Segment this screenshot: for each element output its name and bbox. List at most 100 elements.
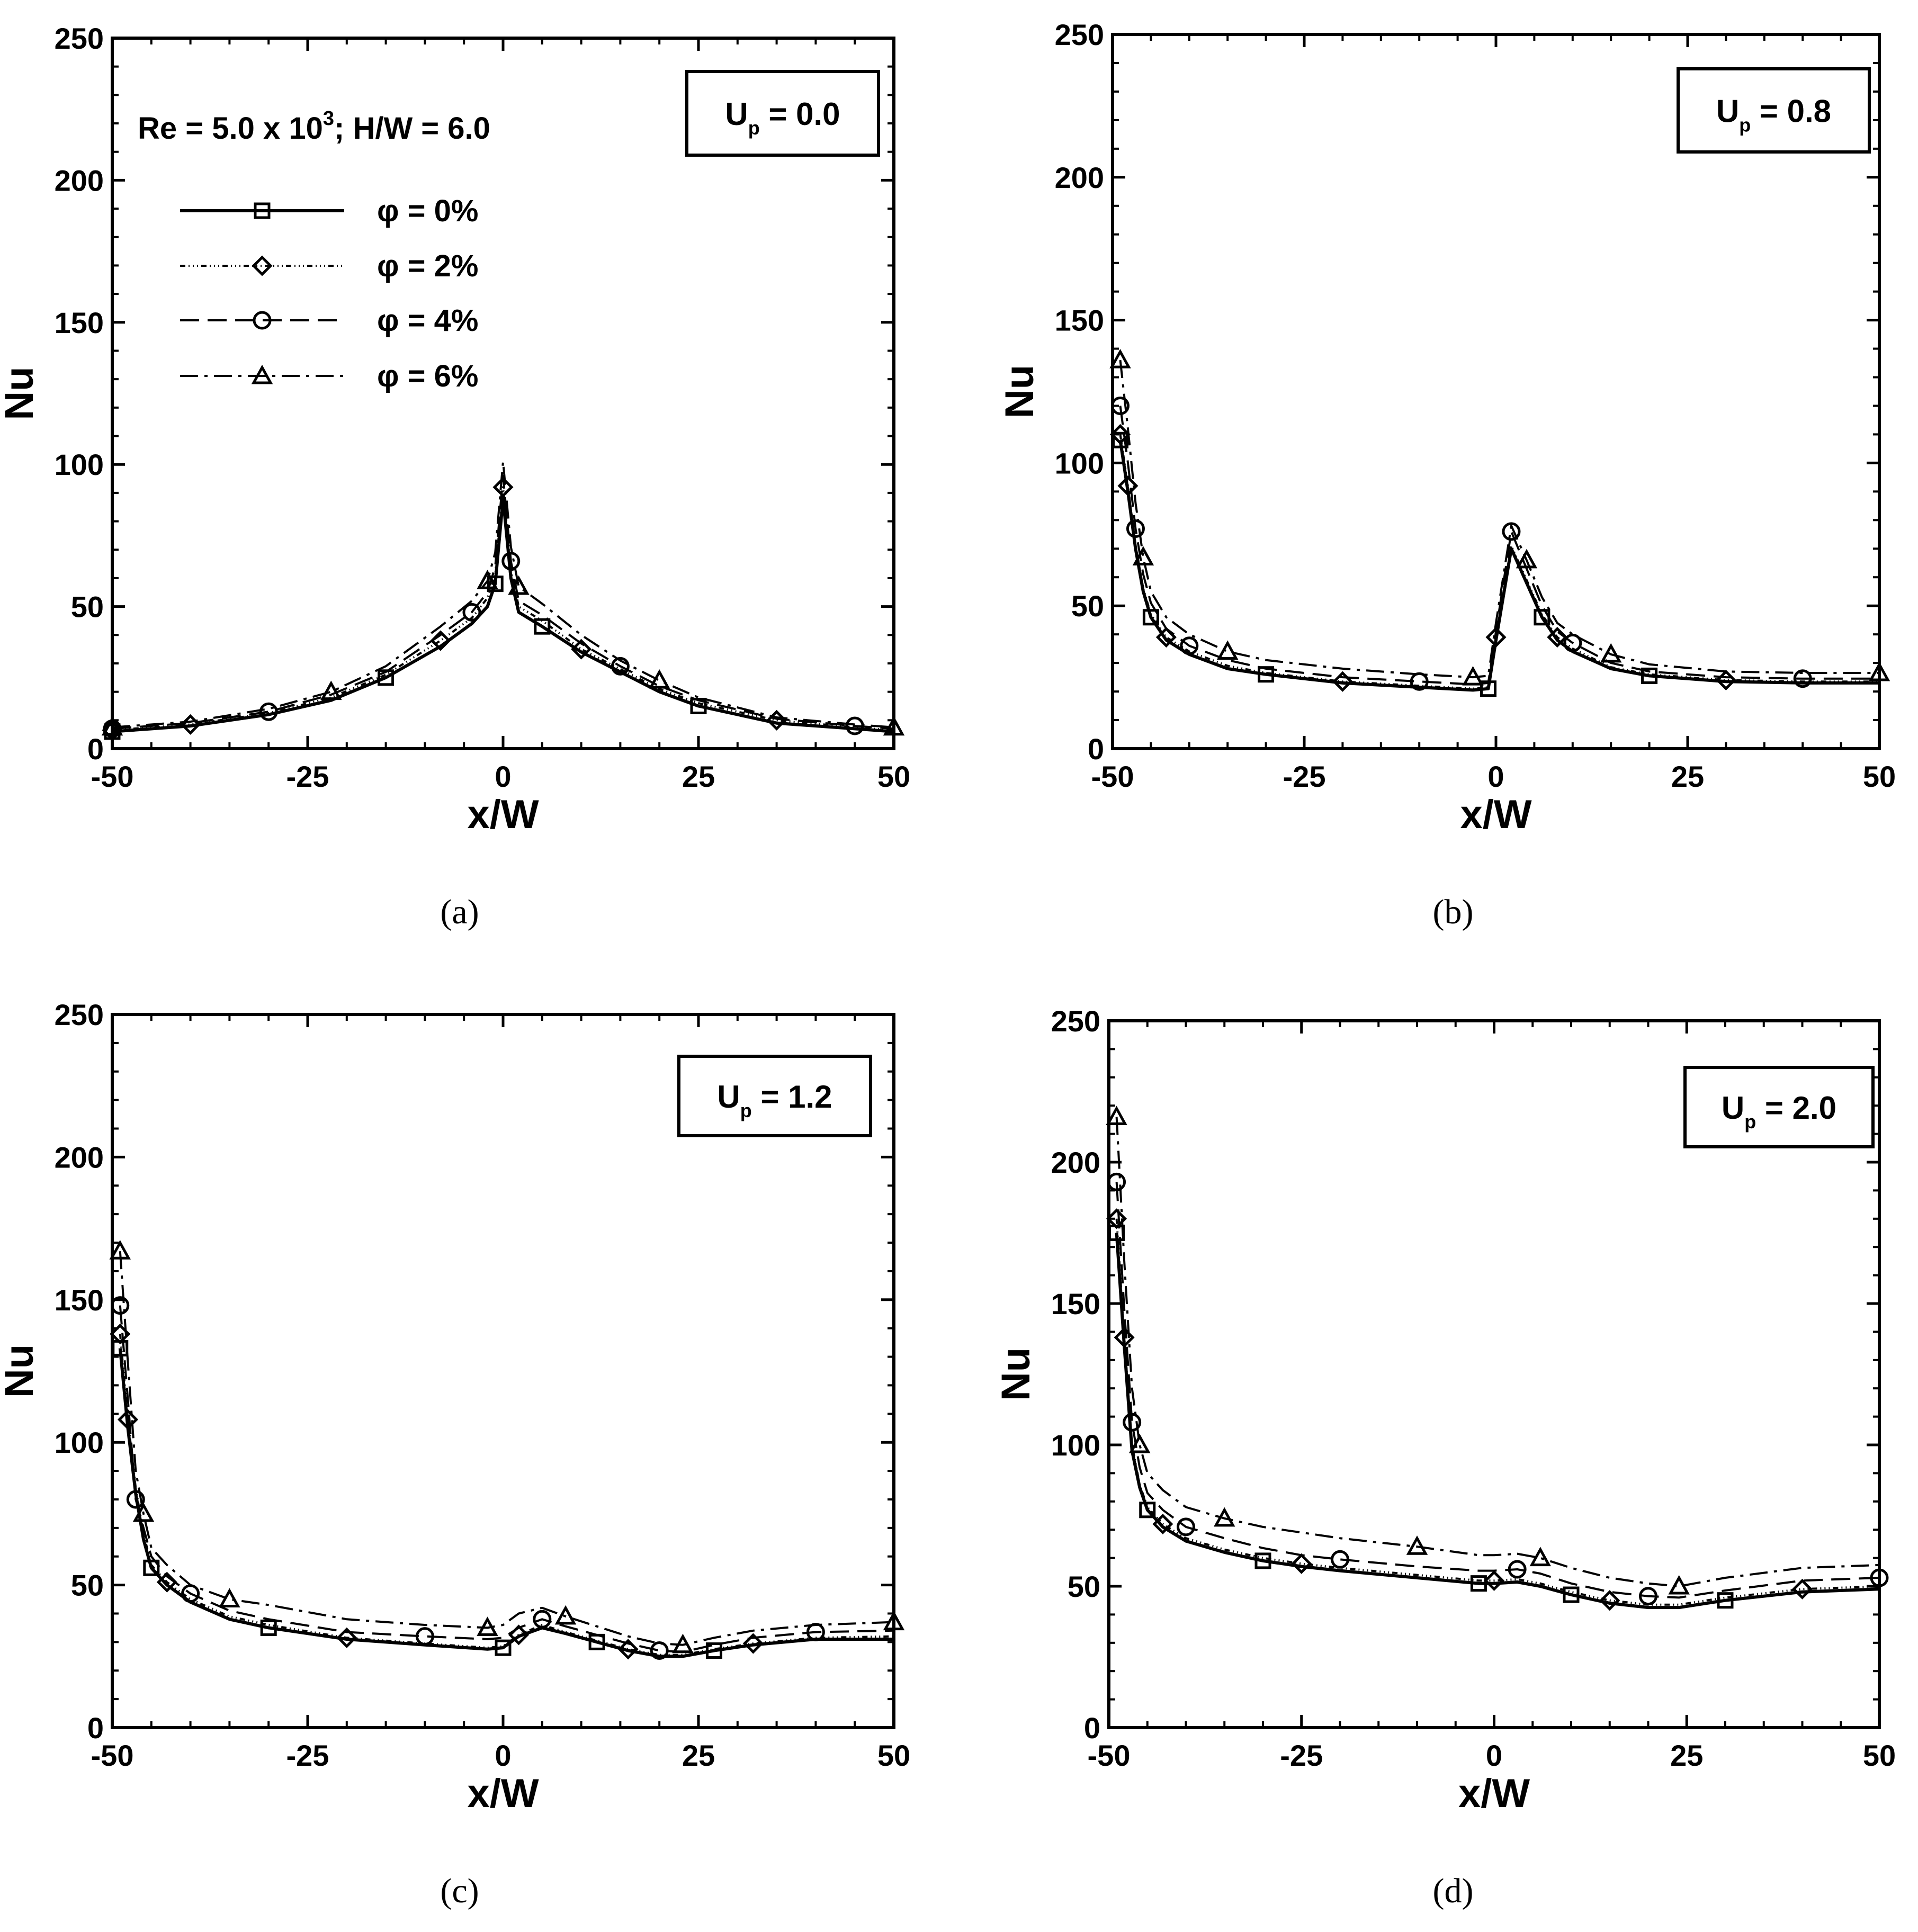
series-line-circle <box>119 1305 894 1654</box>
y-axis-label: Nu <box>997 365 1042 418</box>
data-point-circle <box>462 603 481 622</box>
param-subscript: p <box>1744 1111 1756 1133</box>
data-point-triangle <box>477 570 498 589</box>
y-axis-label: Nu <box>0 1344 42 1398</box>
x-tick-label: 25 <box>682 760 715 793</box>
x-axis-label: x/W <box>1458 1771 1530 1816</box>
legend-label: φ = 6% <box>377 359 478 393</box>
data-point-square <box>260 1619 277 1636</box>
data-point-diamond <box>1152 1513 1173 1535</box>
parameter-label: Up = 0.8 <box>1716 94 1831 136</box>
data-point-square <box>1470 1575 1487 1592</box>
x-axis-label: x/W <box>467 792 539 837</box>
data-point-square <box>1139 1502 1156 1518</box>
x-tick-label: 50 <box>1863 760 1896 793</box>
annotation-superscript: 3 <box>323 107 334 130</box>
y-tick-label: 150 <box>55 306 104 339</box>
legend-label: φ = 0% <box>377 194 478 228</box>
data-point-triangle <box>1128 1433 1151 1453</box>
data-point-square <box>1254 1552 1271 1569</box>
data-point-circle <box>111 1296 130 1315</box>
data-point-diamond <box>571 639 592 660</box>
y-tick-label: 250 <box>1055 18 1104 51</box>
param-value: = 0.8 <box>1751 94 1831 129</box>
data-point-triangle <box>1868 661 1890 681</box>
parameter-annotation: Re = 5.0 x 103; H/W = 6.0 <box>138 107 490 146</box>
param-value: = 2.0 <box>1756 1090 1836 1126</box>
data-point-circle <box>533 1610 552 1629</box>
data-point-triangle <box>1216 640 1239 660</box>
data-point-triangle <box>1600 643 1622 663</box>
chart-panel-2: -50 -25 0 25 50 0 50 100 150 200 250 x/W Nu Up = 0.8 <box>997 18 1896 837</box>
data-point-circle <box>259 702 278 721</box>
parameter-box <box>677 1055 872 1137</box>
chart-panel-3: -50 -25 0 25 50 0 50 100 150 200 250 x/W Nu Up = 1.2 <box>0 998 910 1816</box>
x-tick-label: 25 <box>1670 1739 1703 1772</box>
data-point-diamond <box>1109 424 1131 445</box>
y-tick-label: 0 <box>87 732 104 766</box>
y-tick-label: 200 <box>55 1140 104 1174</box>
y-tick-label: 50 <box>71 590 104 624</box>
data-point-triangle <box>1668 1575 1690 1595</box>
data-point-circle <box>1107 1172 1126 1191</box>
y-tick-label: 150 <box>1055 304 1104 337</box>
data-point-triangle <box>132 1502 155 1522</box>
data-point-diamond <box>1114 1327 1135 1348</box>
series-line-diamond <box>1115 1218 1880 1606</box>
legend: φ = 0% φ = 2% φ = 4% φ = 6% <box>180 194 478 393</box>
parameter-label: Up = 1.2 <box>717 1079 832 1121</box>
x-tick-label: 25 <box>1671 760 1704 793</box>
data-point-triangle <box>1214 1507 1235 1527</box>
series-line-square <box>118 1348 894 1658</box>
param-value: = 0.0 <box>760 96 840 132</box>
panel-caption: (a) <box>440 893 479 931</box>
data-point-diamond <box>1106 1208 1127 1229</box>
data-point-triangle <box>883 716 905 736</box>
data-point-square <box>1563 1586 1580 1603</box>
data-point-triangle <box>1132 546 1154 565</box>
x-tick-label: -50 <box>1091 760 1134 793</box>
data-point-circle <box>611 657 630 676</box>
series-line-diamond <box>1119 434 1879 690</box>
data-point-triangle <box>109 1240 131 1260</box>
x-tick-label: -25 <box>286 1739 329 1772</box>
data-point-diamond <box>336 1627 357 1648</box>
param-symbol: U <box>1722 1090 1744 1126</box>
chart-panel-4: -50 -25 0 25 50 0 50 100 150 200 250 x/W Nu Up = 2.0 <box>993 1004 1896 1816</box>
annotation-rest: ; H/W = 6.0 <box>334 111 490 146</box>
x-tick-label: -50 <box>91 760 134 793</box>
param-symbol: U <box>717 1079 740 1115</box>
data-point-diamond <box>1599 1590 1620 1611</box>
data-point-diamond <box>1485 627 1507 648</box>
series-line-circle <box>1115 1182 1880 1599</box>
legend-marker-triangle <box>251 364 273 384</box>
panel-caption: (b) <box>1433 893 1474 931</box>
x-tick-label: 0 <box>495 760 511 793</box>
data-point-diamond <box>1291 1553 1312 1574</box>
data-point-diamond <box>1117 475 1139 497</box>
x-tick-label: -25 <box>286 760 329 793</box>
series-line-circle <box>112 474 894 730</box>
param-subscript: p <box>1739 114 1751 136</box>
param-subscript: p <box>748 117 760 139</box>
data-point-circle <box>1793 669 1812 688</box>
parameter-box <box>1677 67 1871 154</box>
data-point-circle <box>415 1627 434 1646</box>
data-point-circle <box>1410 672 1429 691</box>
data-point-triangle <box>508 575 530 595</box>
series-line-triangle <box>119 1251 894 1646</box>
data-point-circle <box>1110 396 1130 415</box>
data-point-circle <box>1177 1517 1195 1536</box>
parameter-label: Up = 0.0 <box>725 96 840 139</box>
y-tick-label: 50 <box>1071 589 1104 623</box>
data-point-diamond <box>1791 1578 1813 1599</box>
panel-caption: (d) <box>1433 1872 1474 1910</box>
panel-caption: (c) <box>440 1872 479 1910</box>
data-point-diamond <box>742 1633 764 1654</box>
parameter-box <box>1683 1066 1875 1148</box>
data-point-circle <box>1563 633 1582 652</box>
x-tick-label: 0 <box>495 1739 511 1772</box>
series-line-triangle <box>1115 1117 1880 1587</box>
data-point-square <box>1112 432 1128 448</box>
